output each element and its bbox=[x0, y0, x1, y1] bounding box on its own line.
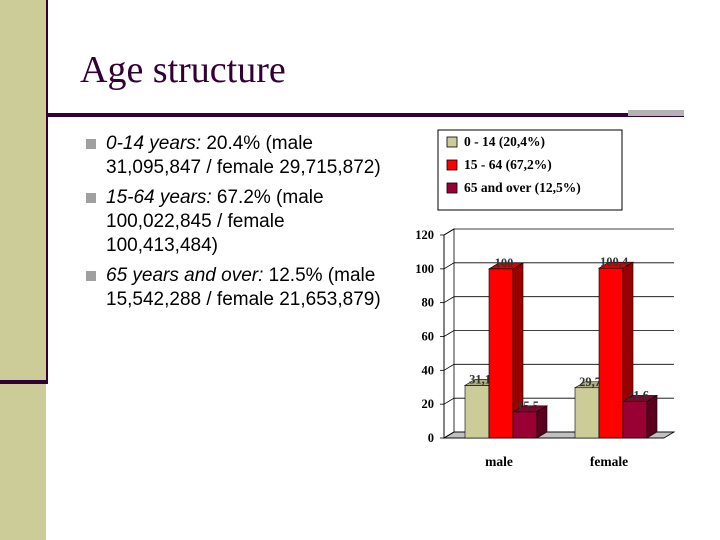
legend-box bbox=[437, 129, 623, 211]
data-label: 31,1 bbox=[469, 372, 491, 386]
y-tick-label: 100 bbox=[415, 262, 434, 276]
data-label: 21,6 bbox=[627, 388, 649, 402]
slide-title: Age structure bbox=[80, 49, 286, 91]
data-label: 15,5 bbox=[517, 399, 539, 413]
bullet-label: 65 years and over: bbox=[106, 265, 264, 286]
gridline bbox=[443, 296, 674, 304]
bullet-marker bbox=[86, 193, 96, 203]
y-tick-label: 80 bbox=[422, 296, 435, 310]
side-divider bbox=[0, 380, 48, 384]
bullet-marker bbox=[86, 139, 96, 149]
bar-side bbox=[646, 394, 658, 439]
bullet-marker bbox=[86, 271, 96, 281]
legend-entry: 0 - 14 (20,4%) bbox=[464, 134, 545, 149]
bar bbox=[574, 387, 600, 439]
bullet-text: 12.5% (male 15,542,288 / female 21,653,8… bbox=[106, 265, 381, 310]
bullet-item: 15-64 years: 67.2% (male 100,022,845 / f… bbox=[86, 186, 386, 258]
legend-swatch bbox=[446, 136, 458, 148]
bullet-label: 15-64 years: bbox=[106, 187, 212, 208]
y-tick-label: 0 bbox=[428, 431, 434, 445]
title-rule bbox=[48, 113, 684, 117]
bullet-item: 65 years and over: 12.5% (male 15,542,28… bbox=[86, 264, 386, 312]
y-tick-label: 60 bbox=[422, 330, 435, 344]
gridline bbox=[443, 228, 674, 236]
data-label: 29,7 bbox=[579, 375, 601, 389]
age-chart: 0 - 14 (20,4%) 15 - 64 (67,2%) 65 and over… bbox=[390, 122, 700, 482]
legend-swatch bbox=[446, 159, 458, 171]
bar bbox=[512, 411, 538, 439]
bar bbox=[464, 385, 490, 439]
y-tick-label: 20 bbox=[422, 397, 435, 411]
y-tick-label: 40 bbox=[422, 363, 435, 377]
x-tick-label: female bbox=[590, 454, 628, 469]
bullet-label: 0-14 years: bbox=[106, 133, 202, 154]
y-tick-label: 120 bbox=[415, 228, 434, 242]
title-rule-accent bbox=[628, 110, 684, 116]
bar bbox=[488, 268, 514, 439]
gridline bbox=[443, 262, 674, 270]
side-bar bbox=[0, 0, 46, 540]
bullet-text: 20.4% (male 31,095,847 / female 29,715,8… bbox=[106, 133, 381, 178]
data-label: 100 bbox=[495, 256, 514, 270]
bar bbox=[622, 401, 648, 439]
x-tick-label: male bbox=[485, 454, 513, 469]
data-label: 100,4 bbox=[600, 255, 629, 269]
gridline bbox=[443, 363, 674, 371]
bar bbox=[598, 267, 624, 439]
bullet-text: 67.2% (male 100,022,845 / female 100,413… bbox=[106, 187, 324, 256]
bar-side bbox=[536, 405, 548, 439]
legend-swatch bbox=[446, 182, 458, 194]
bullet-list: 0-14 years: 20.4% (male 31,095,847 / fem… bbox=[86, 132, 386, 318]
legend-entry: 65 and over (12,5%) bbox=[464, 180, 581, 195]
gridline bbox=[443, 330, 674, 337]
chart-svg: 0 - 14 (20,4%) 15 - 64 (67,2%) 65 and over… bbox=[415, 129, 676, 469]
bullet-item: 0-14 years: 20.4% (male 31,095,847 / fem… bbox=[86, 132, 386, 180]
legend-entry: 15 - 64 (67,2%) bbox=[464, 157, 552, 172]
side-line bbox=[46, 0, 48, 382]
